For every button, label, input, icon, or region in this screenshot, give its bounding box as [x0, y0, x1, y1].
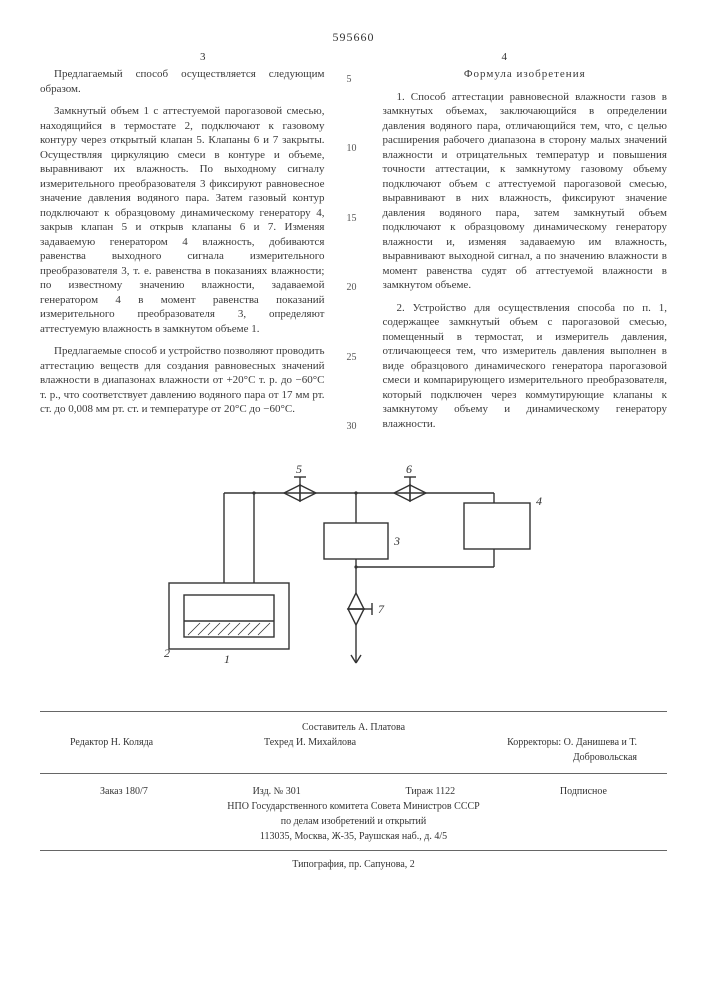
line-num: 20 [347, 281, 361, 294]
line-num: 30 [347, 420, 361, 433]
patent-page: 595660 3 4 Предлагаемый способ осуществл… [0, 0, 707, 890]
subscription: Подписное [560, 784, 607, 799]
org-line-2: по делам изобретений и открытий [40, 814, 667, 829]
org-line-1: НПО Государственного комитета Совета Мин… [40, 799, 667, 814]
label-1: 1 [224, 652, 230, 666]
footer-typography: Типография, пр. Сапунова, 2 [40, 855, 667, 870]
label-5: 5 [296, 463, 302, 476]
line-num: 15 [347, 212, 361, 225]
text-columns: Предлагаемый способ осуществляется следу… [40, 67, 667, 439]
page-num-left: 3 [200, 51, 206, 63]
left-column: Предлагаемый способ осуществляется следу… [40, 67, 325, 439]
imprint-block: Заказ 180/7 Изд. № 301 Тираж 1122 Подпис… [40, 778, 667, 851]
label-6: 6 [406, 463, 412, 476]
label-7: 7 [378, 602, 385, 616]
line-num: 25 [347, 351, 361, 364]
left-para-2: Замкнутый объем 1 с аттестуемой парогазо… [40, 104, 325, 336]
left-para-1: Предлагаемый способ осуществляется следу… [40, 67, 325, 96]
techred-line: Техред И. Михайлова [264, 735, 356, 765]
order-num: Заказ 180/7 [100, 784, 148, 799]
label-2: 2 [164, 646, 170, 660]
tirage: Тираж 1122 [405, 784, 455, 799]
valve-5-icon [284, 477, 316, 501]
page-num-right: 4 [502, 51, 508, 63]
claim-2: 2. Устройство для осуществления способа … [383, 301, 668, 432]
left-para-3: Предлагаемые способ и устройство позволя… [40, 344, 325, 417]
schematic-diagram: 5 6 2 [40, 463, 667, 683]
editor-line: Редактор Н. Коляда [70, 735, 153, 765]
line-num: 5 [347, 73, 361, 86]
valve-7-icon [348, 593, 372, 625]
compiler-line: Составитель А. Платова [40, 720, 667, 735]
right-column: Формула изобретения 1. Способ аттестации… [383, 67, 668, 439]
column-page-numbers: 3 4 [40, 51, 667, 67]
schematic-svg: 5 6 2 [134, 463, 574, 683]
claims-heading: Формула изобретения [383, 67, 668, 82]
issue-num: Изд. № 301 [253, 784, 301, 799]
valve-6-icon [394, 477, 426, 501]
label-3: 3 [393, 534, 400, 548]
correctors-line: Корректоры: О. Данишева и Т. Добровольск… [467, 735, 637, 765]
label-4: 4 [536, 494, 542, 508]
line-number-gutter: 5 10 15 20 25 30 [347, 67, 361, 439]
credits-block: Составитель А. Платова Редактор Н. Коляд… [40, 711, 667, 774]
claim-1: 1. Способ аттестации равновесной влажнос… [383, 90, 668, 293]
document-number: 595660 [40, 30, 667, 45]
address-line: 113035, Москва, Ж-35, Раушская наб., д. … [40, 829, 667, 844]
line-num: 10 [347, 142, 361, 155]
